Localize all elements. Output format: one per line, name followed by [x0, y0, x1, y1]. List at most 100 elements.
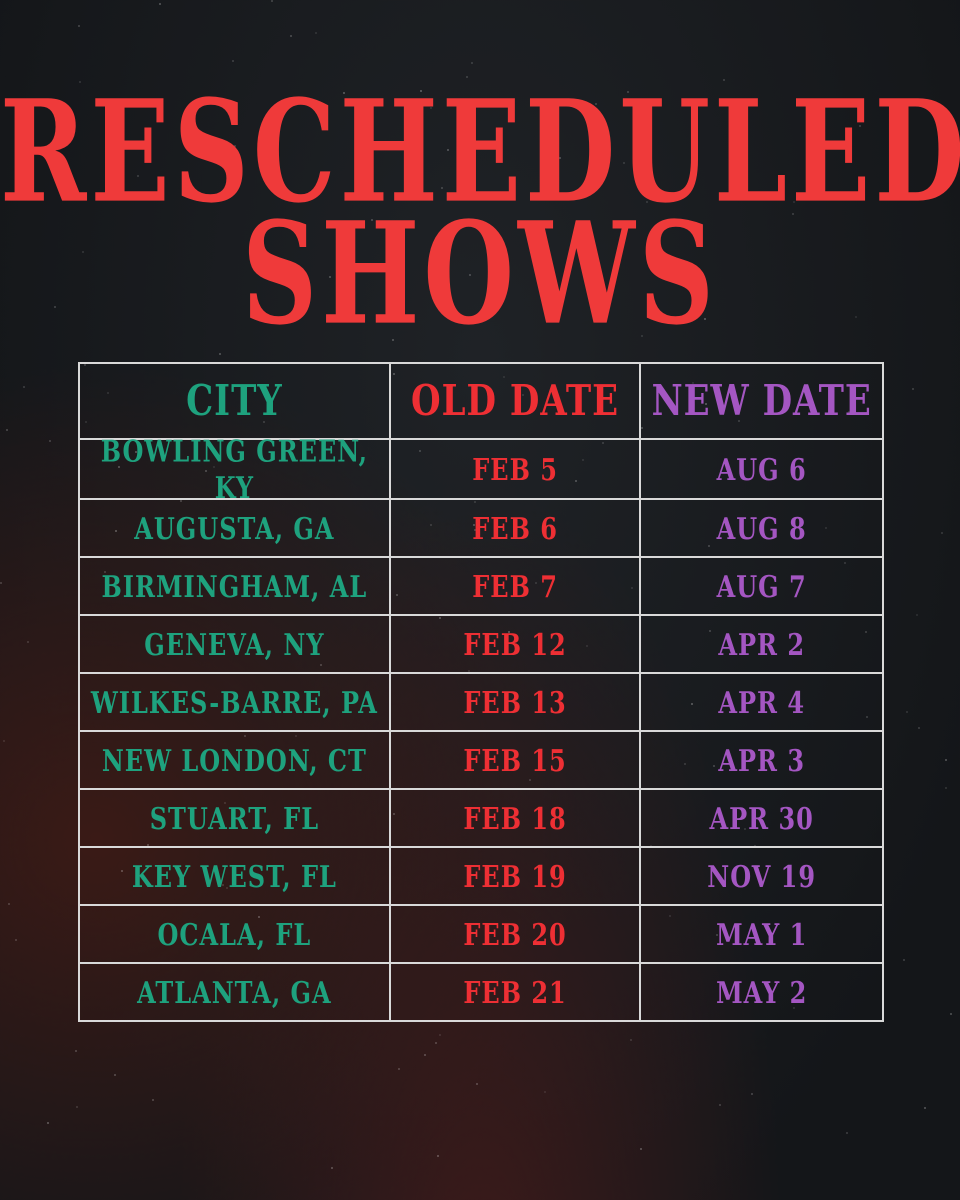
dust-speck [912, 388, 914, 390]
city-cell: ATLANTA, GA [78, 962, 391, 1022]
dust-speck [437, 1155, 439, 1157]
dust-speck [421, 106, 423, 108]
table-row: STUART, FL FEB 18 APR 30 [78, 788, 884, 848]
city-cell: OCALA, FL [78, 904, 391, 964]
dust-speck [420, 90, 422, 92]
dust-speck [543, 257, 545, 259]
dust-speck [447, 149, 449, 151]
dust-speck [81, 194, 83, 196]
table-header-row: CITY OLD DATE NEW DATE [78, 362, 884, 440]
dust-speck [15, 939, 17, 941]
dust-speck [130, 196, 132, 198]
dust-speck [8, 903, 10, 905]
city-cell: BOWLING GREEN, KY [78, 433, 391, 505]
city-cell: AUGUSTA, GA [78, 498, 391, 558]
dust-speck [469, 274, 471, 276]
dust-speck [331, 1167, 333, 1169]
dust-speck [945, 759, 947, 761]
dust-speck [78, 25, 80, 27]
old-date-cell: FEB 19 [388, 846, 642, 906]
dust-speck [476, 1083, 478, 1085]
title-line-1: RESCHEDULED [0, 68, 960, 235]
dust-speck [6, 429, 8, 431]
dust-speck [294, 290, 296, 292]
dust-speck [595, 103, 597, 105]
dust-speck [695, 123, 697, 125]
table-row: BOWLING GREEN, KY FEB 5 AUG 6 [78, 433, 884, 505]
dust-speck [371, 219, 373, 221]
table-row: AUGUSTA, GA FEB 6 AUG 8 [78, 498, 884, 558]
new-date-cell: APR 4 [639, 672, 884, 732]
old-date-cell: FEB 6 [388, 498, 642, 558]
city-cell: STUART, FL [78, 788, 391, 848]
dust-speck [290, 35, 292, 37]
dust-speck [704, 318, 706, 320]
dust-speck [793, 201, 795, 203]
city-cell: KEY WEST, FL [78, 846, 391, 906]
old-date-cell: FEB 15 [388, 730, 642, 790]
old-date-cell: FEB 18 [388, 788, 642, 848]
new-date-cell: MAY 1 [639, 904, 884, 964]
new-date-cell: APR 30 [639, 788, 884, 848]
dust-speck [945, 787, 947, 789]
dust-speck [82, 251, 84, 253]
table-row: OCALA, FL FEB 20 MAY 1 [78, 904, 884, 964]
old-date-cell: FEB 12 [388, 614, 642, 674]
dust-speck [544, 1091, 546, 1093]
table-row: NEW LONDON, CT FEB 15 APR 3 [78, 730, 884, 790]
old-date-cell: FEB 7 [388, 556, 642, 616]
dust-speck [466, 76, 468, 78]
dust-speck [234, 145, 236, 147]
dust-speck [443, 300, 445, 302]
dust-speck [23, 386, 25, 388]
header-old-date: OLD DATE [388, 362, 642, 440]
dust-speck [219, 353, 221, 355]
dust-speck [76, 1106, 78, 1108]
dust-speck [950, 1013, 952, 1015]
dust-speck [859, 125, 861, 127]
city-cell: BIRMINGHAM, AL [78, 556, 391, 616]
dust-speck [152, 1099, 154, 1101]
dust-speck [315, 32, 317, 34]
dust-speck [903, 959, 905, 961]
dust-speck [751, 1093, 753, 1095]
header-city: CITY [78, 362, 391, 440]
dust-speck [329, 276, 331, 278]
dust-speck [439, 1034, 441, 1036]
dust-speck [646, 201, 648, 203]
dust-speck [471, 62, 473, 64]
dust-speck [906, 711, 908, 713]
dust-speck [924, 1107, 926, 1109]
dust-speck [559, 157, 561, 159]
schedule-table: CITY OLD DATE NEW DATE BOWLING GREEN, KY… [78, 362, 884, 1022]
dust-speck [0, 582, 2, 584]
new-date-cell: MAY 2 [639, 962, 884, 1022]
dust-speck [627, 91, 629, 93]
old-date-cell: FEB 5 [388, 438, 642, 500]
dust-speck [3, 740, 5, 742]
dust-speck [846, 1132, 848, 1134]
table-row: ATLANTA, GA FEB 21 MAY 2 [78, 962, 884, 1022]
dust-speck [114, 1074, 116, 1076]
table-row: BIRMINGHAM, AL FEB 7 AUG 7 [78, 556, 884, 616]
dust-speck [855, 316, 857, 318]
dust-speck [398, 1068, 400, 1070]
header-new-date: NEW DATE [639, 362, 884, 440]
dust-speck [430, 107, 432, 109]
dust-speck [640, 1148, 642, 1150]
dust-speck [723, 79, 725, 81]
new-date-cell: AUG 6 [639, 438, 884, 500]
dust-speck [47, 1122, 49, 1124]
title-line-2: SHOWS [242, 190, 718, 357]
dust-speck [232, 60, 234, 62]
dust-speck [54, 306, 56, 308]
dust-speck [641, 335, 643, 337]
dust-speck [392, 339, 394, 341]
table-row: WILKES-BARRE, PA FEB 13 APR 4 [78, 672, 884, 732]
dust-speck [159, 3, 161, 5]
dust-speck [424, 1054, 426, 1056]
old-date-cell: FEB 20 [388, 904, 642, 964]
city-cell: GENEVA, NY [78, 614, 391, 674]
dust-speck [49, 440, 51, 442]
dust-speck [918, 727, 920, 729]
